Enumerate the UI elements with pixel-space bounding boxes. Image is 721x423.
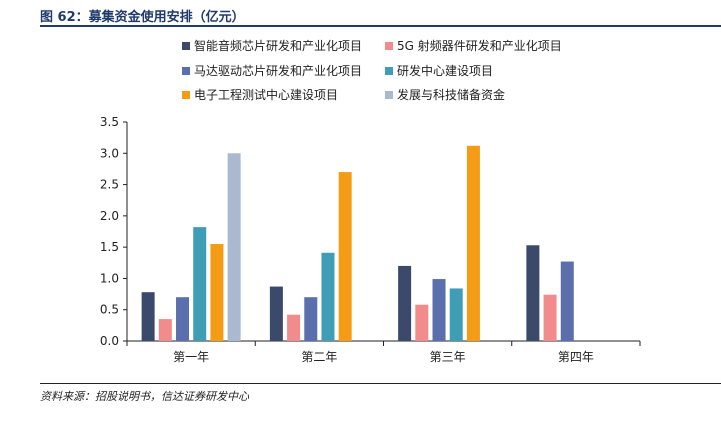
bar xyxy=(287,314,301,341)
x-tick-label: 第二年 xyxy=(301,350,337,364)
bar xyxy=(449,288,463,341)
bar xyxy=(193,227,207,341)
legend-swatch xyxy=(182,42,190,50)
bar xyxy=(338,172,352,341)
legend-label: 研发中心建设项目 xyxy=(397,63,493,78)
y-tick-label: 2.0 xyxy=(100,209,119,223)
bar xyxy=(398,265,412,341)
y-tick-label: 0.0 xyxy=(100,334,119,348)
bar xyxy=(321,252,335,341)
y-tick-label: 1.5 xyxy=(100,240,119,254)
x-tick-label: 第四年 xyxy=(558,350,594,364)
figure-title-bar: 图 62：募集资金使用安排（亿元） xyxy=(40,4,721,27)
legend-label: 发展与科技储备资金 xyxy=(397,87,505,102)
x-tick-label: 第一年 xyxy=(173,350,209,364)
y-tick-label: 3.5 xyxy=(100,115,119,129)
bar-chart: 智能音频芯片研发和产业化项目 5G 射频器件研发和产业化项目马达驱动芯片研发和产业… xyxy=(100,38,641,364)
legend-label: 5G 射频器件研发和产业化项目 xyxy=(397,38,562,53)
bar xyxy=(227,153,241,341)
bar xyxy=(176,297,190,341)
x-tick-label: 第三年 xyxy=(430,350,466,364)
bar xyxy=(158,319,172,341)
bar xyxy=(269,286,283,341)
bar xyxy=(466,145,480,341)
bar xyxy=(415,304,429,341)
y-tick-label: 1.0 xyxy=(100,271,119,285)
legend-swatch xyxy=(182,91,190,99)
legend-label: 马达驱动芯片研发和产业化项目 xyxy=(194,63,362,78)
legend-swatch xyxy=(182,67,190,75)
bar xyxy=(141,292,155,341)
y-tick-label: 0.5 xyxy=(100,303,119,317)
y-tick-label: 3.0 xyxy=(100,146,119,160)
bar xyxy=(543,294,557,341)
source-divider xyxy=(40,383,721,384)
y-tick-label: 2.5 xyxy=(100,178,119,192)
figure-title: 图 62：募集资金使用安排（亿元） xyxy=(40,10,245,25)
bar xyxy=(210,244,224,341)
legend-swatch xyxy=(385,91,393,99)
title-divider xyxy=(40,25,721,27)
legend-swatch xyxy=(385,42,393,50)
legend-swatch xyxy=(385,67,393,75)
legend-label: 电子工程测试中心建设项目 xyxy=(194,87,338,102)
source-note: 资料来源：招股说明书，信达证券研发中心 xyxy=(40,390,249,403)
bar xyxy=(432,279,446,341)
bar xyxy=(560,261,574,341)
bar xyxy=(304,297,318,341)
legend-label: 智能音频芯片研发和产业化项目 xyxy=(194,38,362,53)
bar xyxy=(526,245,540,341)
